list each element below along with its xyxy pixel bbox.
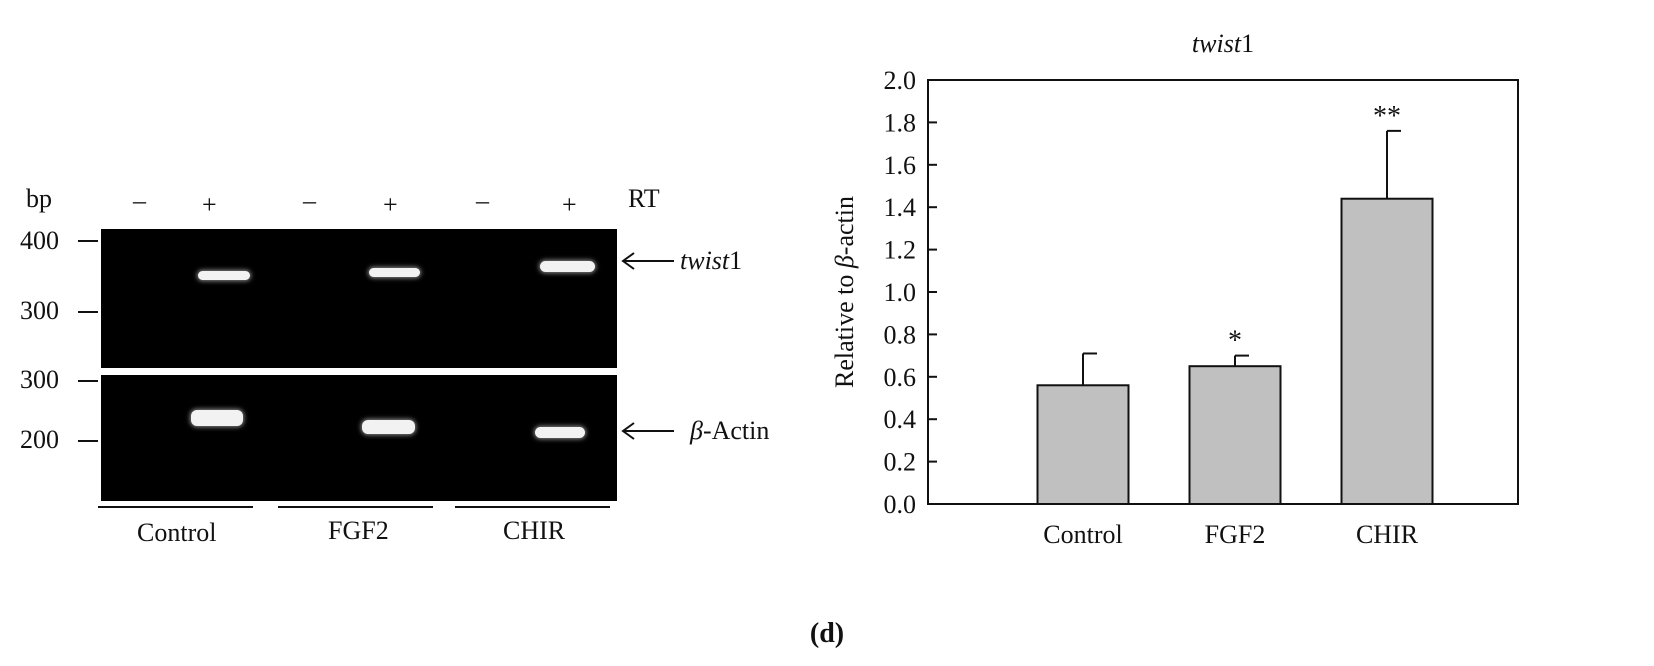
gel-band-actin-fgf2 [362, 420, 415, 434]
ladder-label-200: 200 [20, 425, 59, 454]
y-axis-label: Relative to β-actin [830, 196, 859, 388]
significance-mark: * [1228, 326, 1242, 357]
y-tick-label: 1.6 [884, 151, 917, 180]
rt-mark-2: + [202, 190, 217, 219]
bars: *** [1036, 101, 1434, 506]
rt-mark-6: + [562, 190, 577, 219]
arrow-left-icon [621, 422, 674, 440]
ladder-tick-400 [78, 240, 98, 242]
rt-label: RT [628, 184, 660, 213]
ladder-tick-300-bottom [78, 380, 98, 382]
band-label-twist1: twist1 [680, 246, 743, 275]
y-tick-label: 0.2 [884, 448, 917, 477]
y-tick-label: 1.4 [884, 193, 917, 222]
gel-band-twist1-chir [540, 261, 595, 272]
x-tick-label: FGF2 [1205, 520, 1266, 549]
gel-band-actin-chir [535, 427, 585, 438]
y-tick-label: 0.0 [884, 490, 917, 519]
arrow-left-icon [621, 252, 674, 270]
panel-letter: (d) [809, 618, 845, 649]
y-tick-label: 0.8 [884, 320, 917, 349]
chart-title: twist1 [1192, 29, 1254, 58]
group-label-chir: CHIR [503, 516, 566, 545]
y-tick-label: 1.2 [884, 236, 917, 265]
y-tick-label: 1.0 [884, 278, 917, 307]
rt-mark-1: – [133, 186, 146, 215]
gel-panel: bp RT – + – + – + 400 300 300 200 twist1… [0, 0, 860, 600]
group-underline-control [98, 506, 253, 508]
rt-mark-3: – [303, 186, 316, 215]
gel-band-twist1-fgf2 [369, 268, 420, 277]
gel-beta-actin [101, 375, 617, 501]
y-tick-label: 1.8 [884, 108, 917, 137]
y-axis: 0.0 0.2 0.4 0.6 0.8 1.0 1.2 1.4 1.6 1.8 2.0 [884, 66, 937, 519]
x-axis: Control FGF2 CHIR [1043, 520, 1418, 549]
y-tick-label: 2.0 [884, 66, 917, 95]
x-tick-label: Control [1043, 520, 1122, 549]
group-label-fgf2: FGF2 [328, 516, 389, 545]
ladder-tick-300-top [78, 311, 98, 313]
group-underline-chir [455, 506, 610, 508]
significance-mark: ** [1373, 101, 1401, 132]
bp-label: bp [26, 184, 52, 213]
x-tick-label: CHIR [1356, 520, 1419, 549]
ladder-label-300-bottom: 300 [20, 365, 59, 394]
gel-band-actin-control [191, 410, 243, 426]
group-underline-fgf2 [278, 506, 433, 508]
rt-mark-4: + [383, 190, 398, 219]
rt-mark-5: – [476, 186, 489, 215]
ladder-label-300-top: 300 [20, 296, 59, 325]
gel-band-twist1-control [198, 271, 250, 280]
ladder-label-400: 400 [20, 226, 59, 255]
gel-twist1 [101, 229, 617, 368]
band-label-beta-actin: β-Actin [690, 416, 770, 445]
y-tick-label: 0.4 [884, 405, 917, 434]
bar-control [1036, 384, 1130, 505]
ladder-tick-200 [78, 440, 98, 442]
y-tick-label: 0.6 [884, 363, 917, 392]
group-label-control: Control [137, 518, 217, 547]
bar-fgf2 [1188, 365, 1282, 506]
bar-chir [1340, 197, 1434, 505]
